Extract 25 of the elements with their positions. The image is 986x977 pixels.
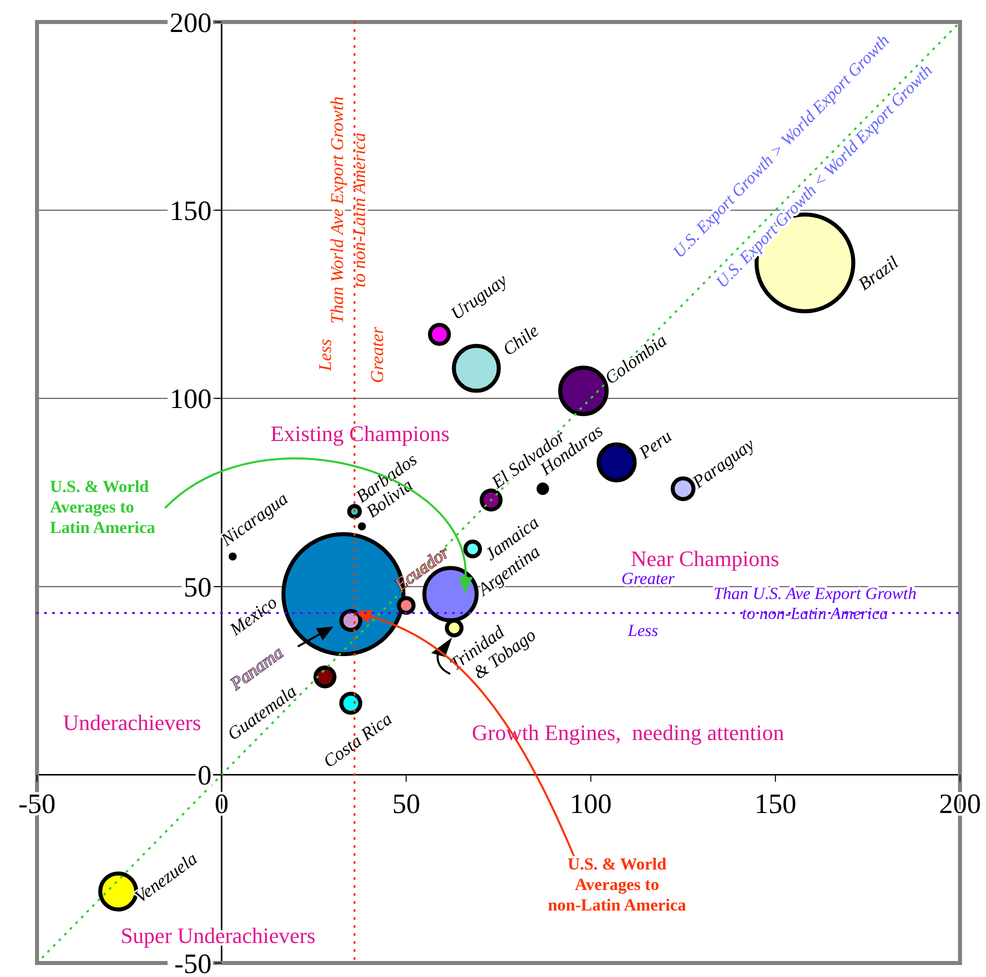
annotation: U.S. & World Averages to Latin America bbox=[50, 477, 156, 537]
text: Chile bbox=[498, 320, 542, 360]
x-tick-label: 50 bbox=[392, 788, 420, 820]
x-tick-label: -50 bbox=[18, 788, 56, 820]
x-tick-label: 100 bbox=[570, 788, 612, 820]
annotation: Less bbox=[626, 621, 658, 640]
annotation: Less bbox=[315, 338, 335, 372]
y-tick-label: 0 bbox=[198, 760, 212, 792]
x-tick-label: 150 bbox=[754, 788, 796, 820]
x-tick-label: 200 bbox=[939, 788, 981, 820]
annotation: Than U.S. Ave Export Growth to non-Latin America bbox=[713, 584, 917, 624]
annotation: U.S. & World Averages to non-Latin America bbox=[548, 854, 687, 914]
annotation: Existing Champions bbox=[270, 421, 450, 446]
y-tick-label: 50 bbox=[184, 572, 212, 604]
annotation: Underachievers bbox=[62, 710, 202, 735]
annotation: Than World Ave Export Growth to non-Latin America bbox=[327, 96, 369, 324]
y-tick-label: 100 bbox=[170, 384, 212, 416]
text: Peru bbox=[634, 426, 676, 464]
annotation: Greater bbox=[621, 569, 675, 588]
text: Costa Rica bbox=[319, 708, 396, 772]
annotation: Greater bbox=[367, 326, 387, 384]
annotation: Near Champions bbox=[630, 546, 780, 571]
y-tick-label: -50 bbox=[174, 948, 212, 977]
y-tick-label: 150 bbox=[170, 196, 212, 227]
y-tick-label: 200 bbox=[170, 8, 212, 39]
